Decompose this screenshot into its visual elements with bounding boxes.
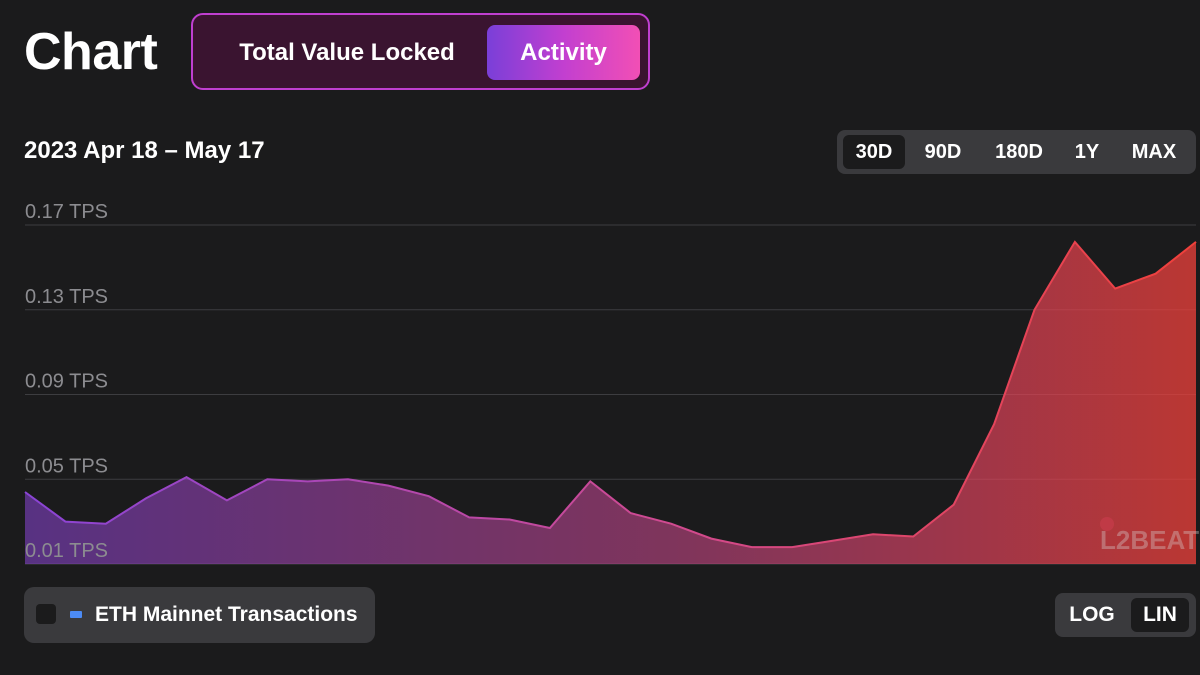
range-selector: 30D 90D 180D 1Y MAX xyxy=(837,130,1196,174)
data-point[interactable] xyxy=(1031,307,1037,313)
data-point[interactable] xyxy=(910,533,916,539)
y-tick-label: 0.13 TPS xyxy=(25,286,108,308)
data-point[interactable] xyxy=(1193,239,1199,245)
data-point[interactable] xyxy=(749,544,755,550)
scale-log-button[interactable]: LOG xyxy=(1069,603,1115,626)
svg-text:L2BEAT: L2BEAT xyxy=(1100,525,1199,555)
activity-area xyxy=(25,241,1196,564)
date-range-label: 2023 Apr 18 – May 17 xyxy=(24,137,265,164)
data-point[interactable] xyxy=(224,497,230,503)
legend: ETH Mainnet Transactions xyxy=(24,587,375,643)
legend-checkbox[interactable] xyxy=(36,604,56,624)
data-point[interactable] xyxy=(668,521,674,527)
legend-label: ETH Mainnet Transactions xyxy=(95,603,358,626)
y-tick-label: 0.17 TPS xyxy=(25,201,108,223)
scale-toggle: LOG LIN xyxy=(1055,593,1196,637)
activity-chart: 0.17 TPS 0.13 TPS 0.09 TPS 0.05 TPS 0.01 TPS… xyxy=(22,201,1199,565)
scale-lin-button[interactable]: LIN xyxy=(1131,598,1189,632)
tab-total-value-locked[interactable]: Total Value Locked xyxy=(239,38,455,66)
data-point[interactable] xyxy=(466,514,472,520)
data-point[interactable] xyxy=(345,476,351,482)
range-max-button[interactable]: MAX xyxy=(1131,140,1177,163)
data-point[interactable] xyxy=(547,525,553,531)
data-point[interactable] xyxy=(587,478,593,484)
data-point[interactable] xyxy=(62,519,68,525)
range-180d-button[interactable]: 180D xyxy=(995,140,1043,163)
range-30d-button[interactable]: 30D xyxy=(843,135,905,169)
data-point[interactable] xyxy=(264,476,270,482)
data-point[interactable] xyxy=(951,502,957,508)
data-point[interactable] xyxy=(991,421,997,427)
data-point[interactable] xyxy=(184,474,190,480)
data-point[interactable] xyxy=(830,538,836,544)
y-tick-label: 0.09 TPS xyxy=(25,371,108,393)
tab-activity[interactable]: Activity xyxy=(487,25,640,80)
page-title: Chart xyxy=(24,23,158,81)
y-tick-label: 0.01 TPS xyxy=(25,540,108,562)
data-point[interactable] xyxy=(789,544,795,550)
data-point[interactable] xyxy=(628,510,634,516)
range-1y-button[interactable]: 1Y xyxy=(1074,140,1100,163)
l2beat-watermark: L2BEAT xyxy=(1100,517,1199,555)
range-90d-button[interactable]: 90D xyxy=(924,140,962,163)
data-point[interactable] xyxy=(385,483,391,489)
legend-swatch xyxy=(70,611,82,618)
data-point[interactable] xyxy=(1112,286,1118,292)
data-point[interactable] xyxy=(870,531,876,537)
data-point[interactable] xyxy=(103,521,109,527)
data-point[interactable] xyxy=(143,495,149,501)
activity-line xyxy=(24,240,1197,549)
data-point[interactable] xyxy=(507,517,513,523)
data-point[interactable] xyxy=(22,489,28,495)
y-tick-label: 0.05 TPS xyxy=(25,455,108,477)
data-point[interactable] xyxy=(426,493,432,499)
data-point[interactable] xyxy=(1072,239,1078,245)
view-toggle: Total Value Locked Activity xyxy=(191,13,650,90)
data-point[interactable] xyxy=(305,478,311,484)
data-point[interactable] xyxy=(1153,271,1159,277)
data-point[interactable] xyxy=(708,536,714,542)
